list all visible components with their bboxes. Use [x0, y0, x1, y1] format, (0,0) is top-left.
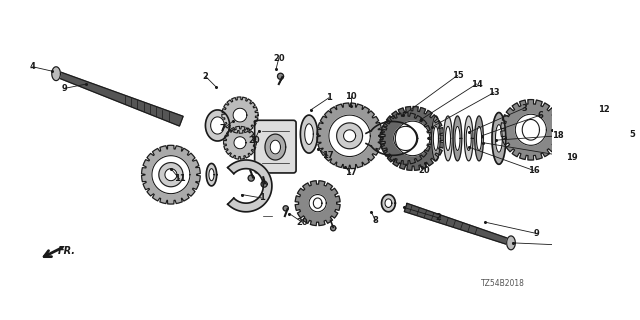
Polygon shape [233, 108, 247, 122]
Text: 14: 14 [470, 80, 483, 89]
Polygon shape [228, 160, 272, 212]
Text: 7: 7 [220, 124, 225, 133]
Polygon shape [337, 123, 362, 149]
Polygon shape [522, 119, 540, 140]
Polygon shape [476, 126, 482, 150]
Text: 11: 11 [173, 174, 186, 183]
Polygon shape [381, 195, 396, 212]
FancyBboxPatch shape [255, 120, 296, 173]
Text: 2: 2 [202, 72, 209, 81]
Polygon shape [55, 71, 183, 126]
Text: 8: 8 [372, 216, 378, 225]
Text: 12: 12 [598, 105, 610, 115]
Text: 20: 20 [296, 218, 308, 227]
Text: 20: 20 [419, 166, 431, 175]
Polygon shape [381, 107, 445, 170]
Polygon shape [283, 206, 288, 211]
Text: TZ54B2018: TZ54B2018 [481, 279, 525, 288]
Polygon shape [433, 126, 438, 150]
Polygon shape [165, 169, 177, 181]
Text: 3: 3 [521, 104, 527, 113]
Polygon shape [507, 236, 515, 250]
Polygon shape [152, 156, 190, 194]
Polygon shape [475, 116, 483, 161]
Polygon shape [141, 145, 200, 204]
Text: 6: 6 [538, 111, 543, 120]
Polygon shape [295, 181, 340, 226]
Text: 1: 1 [259, 194, 264, 203]
Polygon shape [205, 110, 230, 141]
Polygon shape [222, 97, 258, 133]
Text: FR.: FR. [58, 246, 76, 256]
Polygon shape [329, 115, 371, 156]
Polygon shape [209, 169, 214, 181]
Polygon shape [455, 126, 460, 150]
Text: 4: 4 [30, 62, 36, 71]
Polygon shape [261, 181, 267, 187]
Polygon shape [270, 140, 280, 154]
Polygon shape [453, 116, 462, 161]
Text: 16: 16 [527, 166, 540, 175]
Text: 17: 17 [322, 151, 334, 160]
Polygon shape [396, 121, 430, 156]
Polygon shape [305, 124, 314, 144]
Polygon shape [278, 73, 284, 79]
Polygon shape [309, 195, 326, 212]
Polygon shape [515, 114, 547, 145]
Polygon shape [445, 126, 451, 150]
Polygon shape [466, 126, 471, 150]
Text: 15: 15 [452, 71, 463, 80]
Polygon shape [500, 100, 561, 160]
Text: 1: 1 [326, 93, 332, 102]
Polygon shape [394, 126, 418, 150]
Polygon shape [223, 126, 257, 159]
Polygon shape [159, 163, 183, 187]
Polygon shape [444, 116, 452, 161]
Polygon shape [265, 134, 285, 160]
Polygon shape [206, 164, 217, 186]
Polygon shape [404, 204, 510, 245]
Polygon shape [331, 226, 336, 231]
Polygon shape [52, 67, 60, 81]
Polygon shape [211, 117, 225, 134]
Text: 20: 20 [249, 136, 260, 145]
Polygon shape [344, 130, 356, 142]
Text: 19: 19 [566, 153, 578, 162]
Polygon shape [380, 113, 431, 164]
Polygon shape [385, 199, 392, 207]
Text: 5: 5 [629, 130, 635, 139]
Polygon shape [300, 115, 317, 153]
Polygon shape [465, 116, 473, 161]
Text: 13: 13 [488, 88, 500, 97]
Polygon shape [431, 116, 440, 161]
Polygon shape [248, 175, 254, 181]
Polygon shape [314, 198, 322, 208]
Text: 2: 2 [436, 213, 442, 222]
Text: 18: 18 [552, 131, 563, 140]
Polygon shape [234, 137, 246, 149]
Text: 20: 20 [273, 54, 285, 63]
Text: 10: 10 [346, 92, 357, 100]
Text: 9: 9 [533, 229, 539, 238]
Text: 9: 9 [62, 84, 68, 93]
Text: 17: 17 [344, 168, 356, 178]
Polygon shape [495, 124, 502, 152]
Polygon shape [317, 103, 382, 169]
Polygon shape [492, 113, 506, 164]
